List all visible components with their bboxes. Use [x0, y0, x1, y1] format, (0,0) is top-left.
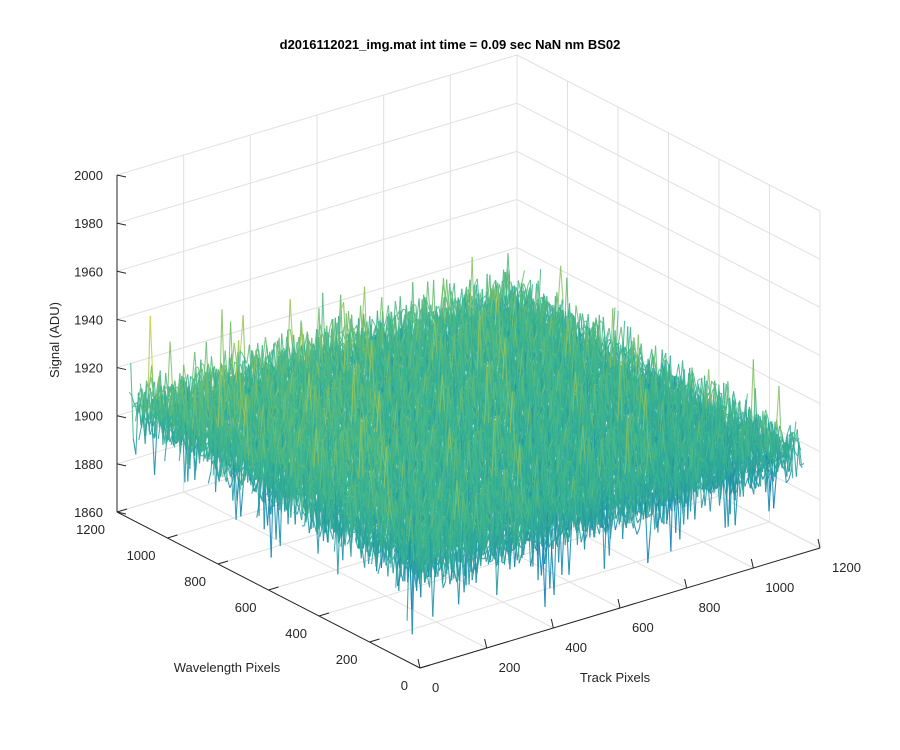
surface-segment — [453, 303, 457, 311]
surface-segment — [482, 295, 487, 299]
grid-line — [516, 247, 821, 405]
grid-line — [516, 54, 821, 212]
surface-segment — [349, 346, 352, 349]
grid-line — [369, 521, 770, 643]
surface-segment — [440, 278, 445, 321]
surface-segment — [137, 387, 142, 401]
surface-segment — [263, 345, 268, 369]
surface-segment — [135, 400, 139, 422]
surface-segment — [442, 278, 447, 313]
surface-segment — [145, 380, 150, 389]
surface-segment — [131, 403, 136, 408]
surface-segment — [394, 301, 399, 320]
surface-segment — [139, 397, 143, 413]
surface-segment — [385, 305, 389, 322]
surface-segment — [557, 265, 562, 306]
grid-line — [516, 198, 821, 356]
grid-line — [116, 102, 518, 224]
surface-segment — [246, 344, 250, 364]
surface-segment — [321, 328, 326, 352]
surface-segment — [152, 398, 157, 409]
surface-segment — [136, 397, 141, 404]
surface-segment — [362, 320, 367, 331]
surface-segment — [287, 299, 291, 364]
surface-mesh — [128, 253, 805, 635]
grid-line — [116, 54, 518, 176]
surface-segment — [357, 305, 362, 349]
surface-segment — [385, 313, 390, 335]
surface-segment — [371, 318, 376, 325]
grid-line — [516, 150, 821, 308]
surface-segment — [233, 342, 238, 364]
surface-segment — [199, 368, 203, 375]
surface-segment — [402, 308, 406, 311]
surface-segment — [142, 391, 147, 416]
surface-segment — [241, 352, 245, 359]
surface-segment — [372, 328, 377, 340]
surface-segment — [341, 331, 346, 340]
surface-segment — [146, 405, 150, 407]
surface-segment — [139, 383, 144, 416]
surface-segment — [138, 426, 142, 441]
surface-segment — [147, 315, 151, 406]
surface-segment — [319, 323, 323, 335]
surface-segment — [133, 405, 137, 408]
surface-segment — [286, 336, 290, 349]
surface-segment — [290, 334, 295, 361]
surface-segment — [148, 365, 153, 388]
grid-line — [116, 247, 518, 369]
surface-segment — [289, 299, 294, 343]
surface-segment — [140, 415, 145, 427]
surface-segment — [147, 421, 152, 425]
surface-segment — [191, 351, 196, 382]
grid-line — [516, 102, 821, 260]
grid-line — [116, 198, 518, 320]
surface-segment — [242, 360, 246, 368]
surface-segment — [130, 362, 134, 439]
chart-title: d2016112021_img.mat int time = 0.09 sec … — [0, 37, 900, 52]
surface-segment — [128, 391, 133, 396]
surface-segment — [239, 315, 244, 351]
surface-segment — [138, 405, 143, 428]
surface-segment — [201, 362, 205, 366]
surface-segment — [141, 412, 146, 436]
surface-segment — [521, 270, 525, 284]
surface-segment — [169, 341, 174, 391]
grid-line — [116, 150, 518, 272]
